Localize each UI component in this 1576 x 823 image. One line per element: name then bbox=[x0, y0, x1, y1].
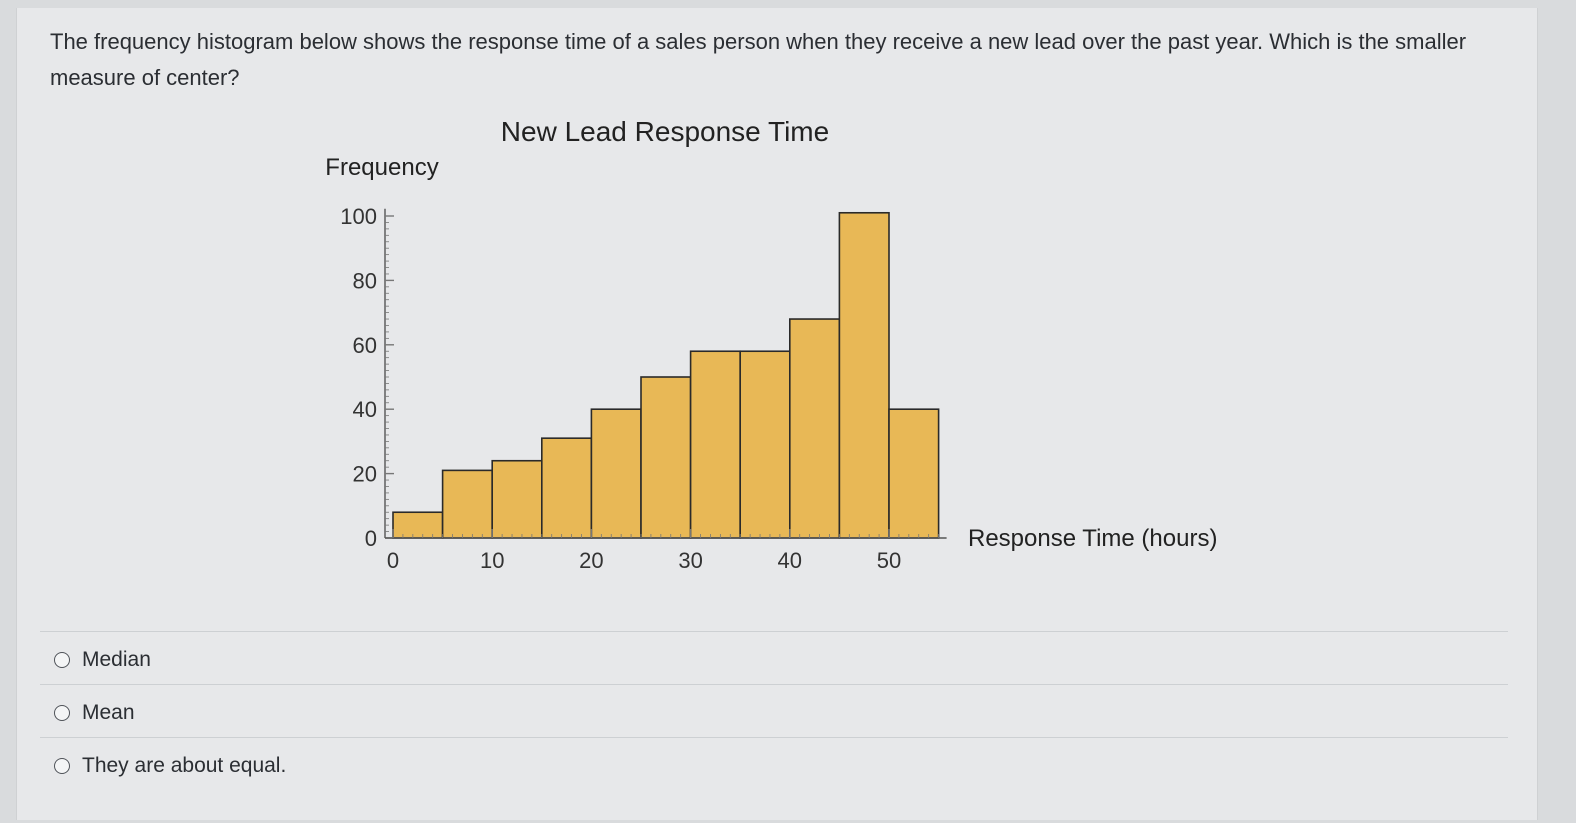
option-label: Median bbox=[82, 648, 151, 671]
radio-button[interactable] bbox=[54, 652, 70, 668]
histogram-bar bbox=[441, 469, 494, 539]
x-tick-label: 50 bbox=[877, 548, 901, 573]
radio-button[interactable] bbox=[54, 758, 70, 774]
option-label: Mean bbox=[82, 701, 135, 724]
x-axis-label: Response Time (hours) bbox=[968, 525, 1217, 552]
x-tick-label: 20 bbox=[579, 548, 603, 573]
histogram-bar bbox=[788, 318, 841, 539]
y-tick-label: 80 bbox=[353, 268, 377, 293]
radio-button[interactable] bbox=[54, 705, 70, 721]
x-tick-label: 40 bbox=[778, 548, 802, 573]
histogram-bar bbox=[739, 350, 791, 539]
x-tick-label: 0 bbox=[387, 548, 399, 573]
separator bbox=[40, 631, 1508, 632]
separator bbox=[40, 737, 1508, 738]
y-tick-label: 40 bbox=[353, 397, 377, 422]
histogram-bar bbox=[838, 211, 890, 539]
y-tick-label: 100 bbox=[340, 204, 377, 229]
y-tick-label: 60 bbox=[353, 333, 377, 358]
histogram-bar bbox=[689, 350, 741, 539]
y-tick-label: 0 bbox=[365, 526, 377, 551]
option-label: They are about equal. bbox=[82, 754, 287, 777]
x-tick-label: 10 bbox=[480, 548, 504, 573]
histogram-chart: New Lead Response Time Frequency Respons… bbox=[325, 116, 1217, 573]
histogram-bar bbox=[640, 376, 692, 539]
histogram-bar bbox=[392, 511, 444, 539]
y-tick-label: 20 bbox=[353, 462, 377, 487]
histogram-bar bbox=[888, 408, 940, 539]
y-axis-label: Frequency bbox=[325, 154, 438, 181]
option-about-equal[interactable]: They are about equal. bbox=[54, 751, 286, 781]
x-tick-label: 30 bbox=[678, 548, 702, 573]
option-median[interactable]: Median bbox=[54, 645, 151, 675]
chart-title: New Lead Response Time bbox=[501, 116, 829, 147]
option-mean[interactable]: Mean bbox=[54, 698, 135, 728]
histogram-bar bbox=[590, 408, 642, 539]
histogram-bar bbox=[540, 437, 593, 539]
question-text: The frequency histogram below shows the … bbox=[50, 29, 1467, 90]
separator bbox=[40, 684, 1508, 685]
histogram-bar bbox=[491, 459, 543, 539]
